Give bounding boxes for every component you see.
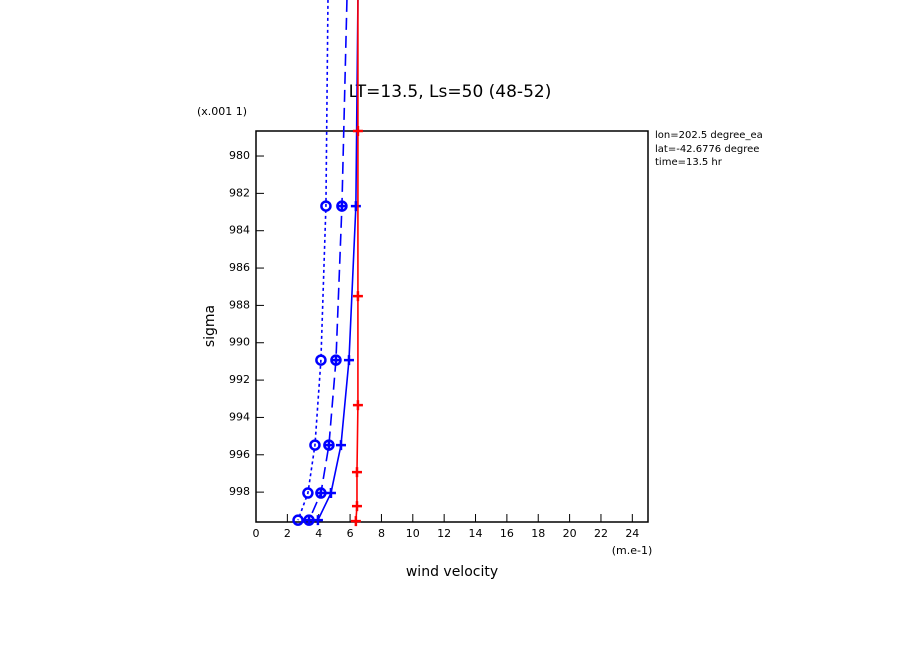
marker-part bbox=[302, 487, 314, 499]
x-tick-label: 2 bbox=[284, 527, 291, 540]
plot-frame bbox=[255, 130, 649, 523]
y-tick-label: 986 bbox=[229, 261, 250, 274]
marker-part bbox=[315, 488, 326, 499]
marker-part bbox=[350, 201, 361, 212]
marker-part bbox=[312, 515, 323, 526]
marker bbox=[320, 200, 332, 212]
marker-part bbox=[352, 126, 363, 136]
x-tick-label: 14 bbox=[469, 527, 483, 540]
x-tick-label: 8 bbox=[378, 527, 385, 540]
marker bbox=[351, 501, 362, 512]
x-axis-label: wind velocity bbox=[406, 564, 498, 580]
marker bbox=[352, 291, 363, 302]
x-tick-label: 6 bbox=[347, 527, 354, 540]
marker-part bbox=[330, 355, 341, 366]
x-tick-label: 18 bbox=[531, 527, 545, 540]
x-tick-label: 24 bbox=[625, 527, 639, 540]
marker bbox=[302, 487, 314, 499]
x-tick-label: 20 bbox=[563, 527, 577, 540]
y-axis-label: sigma bbox=[202, 305, 218, 347]
y-tick-label: 988 bbox=[229, 298, 250, 311]
chart-title: LT=13.5, Ls=50 (48-52) bbox=[349, 82, 552, 102]
marker-part bbox=[335, 440, 346, 451]
marker bbox=[351, 467, 362, 478]
marker-part bbox=[352, 291, 363, 302]
y-tick-label: 984 bbox=[229, 224, 250, 237]
marker bbox=[303, 514, 315, 526]
x-tick-label: 4 bbox=[315, 527, 322, 540]
series-line bbox=[308, 0, 348, 521]
marker-part bbox=[351, 467, 362, 478]
marker bbox=[309, 439, 321, 451]
y-unit: (x.001 1) bbox=[197, 105, 247, 118]
marker-part bbox=[350, 516, 361, 527]
marker-part bbox=[303, 515, 314, 526]
series-line bbox=[317, 0, 359, 521]
y-tick-label: 996 bbox=[229, 448, 250, 461]
marker bbox=[315, 354, 327, 366]
y-tick-label: 994 bbox=[229, 410, 250, 423]
info-line: time=13.5 hr bbox=[655, 157, 723, 168]
marker-part bbox=[323, 440, 334, 451]
marker bbox=[312, 515, 323, 526]
marker-part bbox=[315, 354, 327, 366]
x-tick-label: 16 bbox=[500, 527, 514, 540]
marker bbox=[315, 487, 327, 499]
x-tick-label: 0 bbox=[253, 527, 260, 540]
marker-part bbox=[309, 439, 321, 451]
marker bbox=[352, 126, 363, 136]
marker bbox=[330, 354, 342, 366]
marker bbox=[350, 201, 361, 212]
marker-part bbox=[320, 200, 332, 212]
y-tick-label: 980 bbox=[229, 149, 250, 162]
marker bbox=[350, 516, 361, 527]
x-tick-label: 10 bbox=[406, 527, 420, 540]
marker bbox=[292, 514, 304, 526]
marker-part bbox=[325, 488, 336, 499]
x-unit: (m.e-1) bbox=[612, 544, 653, 557]
marker-part bbox=[336, 201, 347, 212]
marker bbox=[323, 439, 335, 451]
marker bbox=[352, 400, 363, 411]
marker-part bbox=[352, 400, 363, 411]
marker bbox=[336, 200, 348, 212]
y-tick-label: 998 bbox=[229, 485, 250, 498]
info-line: lon=202.5 degree_ea bbox=[655, 130, 763, 141]
marker-part bbox=[343, 355, 354, 366]
marker-part bbox=[292, 514, 304, 526]
marker bbox=[325, 488, 336, 499]
marker bbox=[335, 440, 346, 451]
x-tick-label: 12 bbox=[437, 527, 451, 540]
info-line: lat=-42.6776 degree bbox=[655, 144, 759, 155]
y-tick-label: 990 bbox=[229, 336, 250, 349]
marker bbox=[343, 355, 354, 366]
x-tick-label: 22 bbox=[594, 527, 608, 540]
marker-part bbox=[351, 501, 362, 512]
y-tick-label: 992 bbox=[229, 373, 250, 386]
y-tick-label: 982 bbox=[229, 186, 250, 199]
